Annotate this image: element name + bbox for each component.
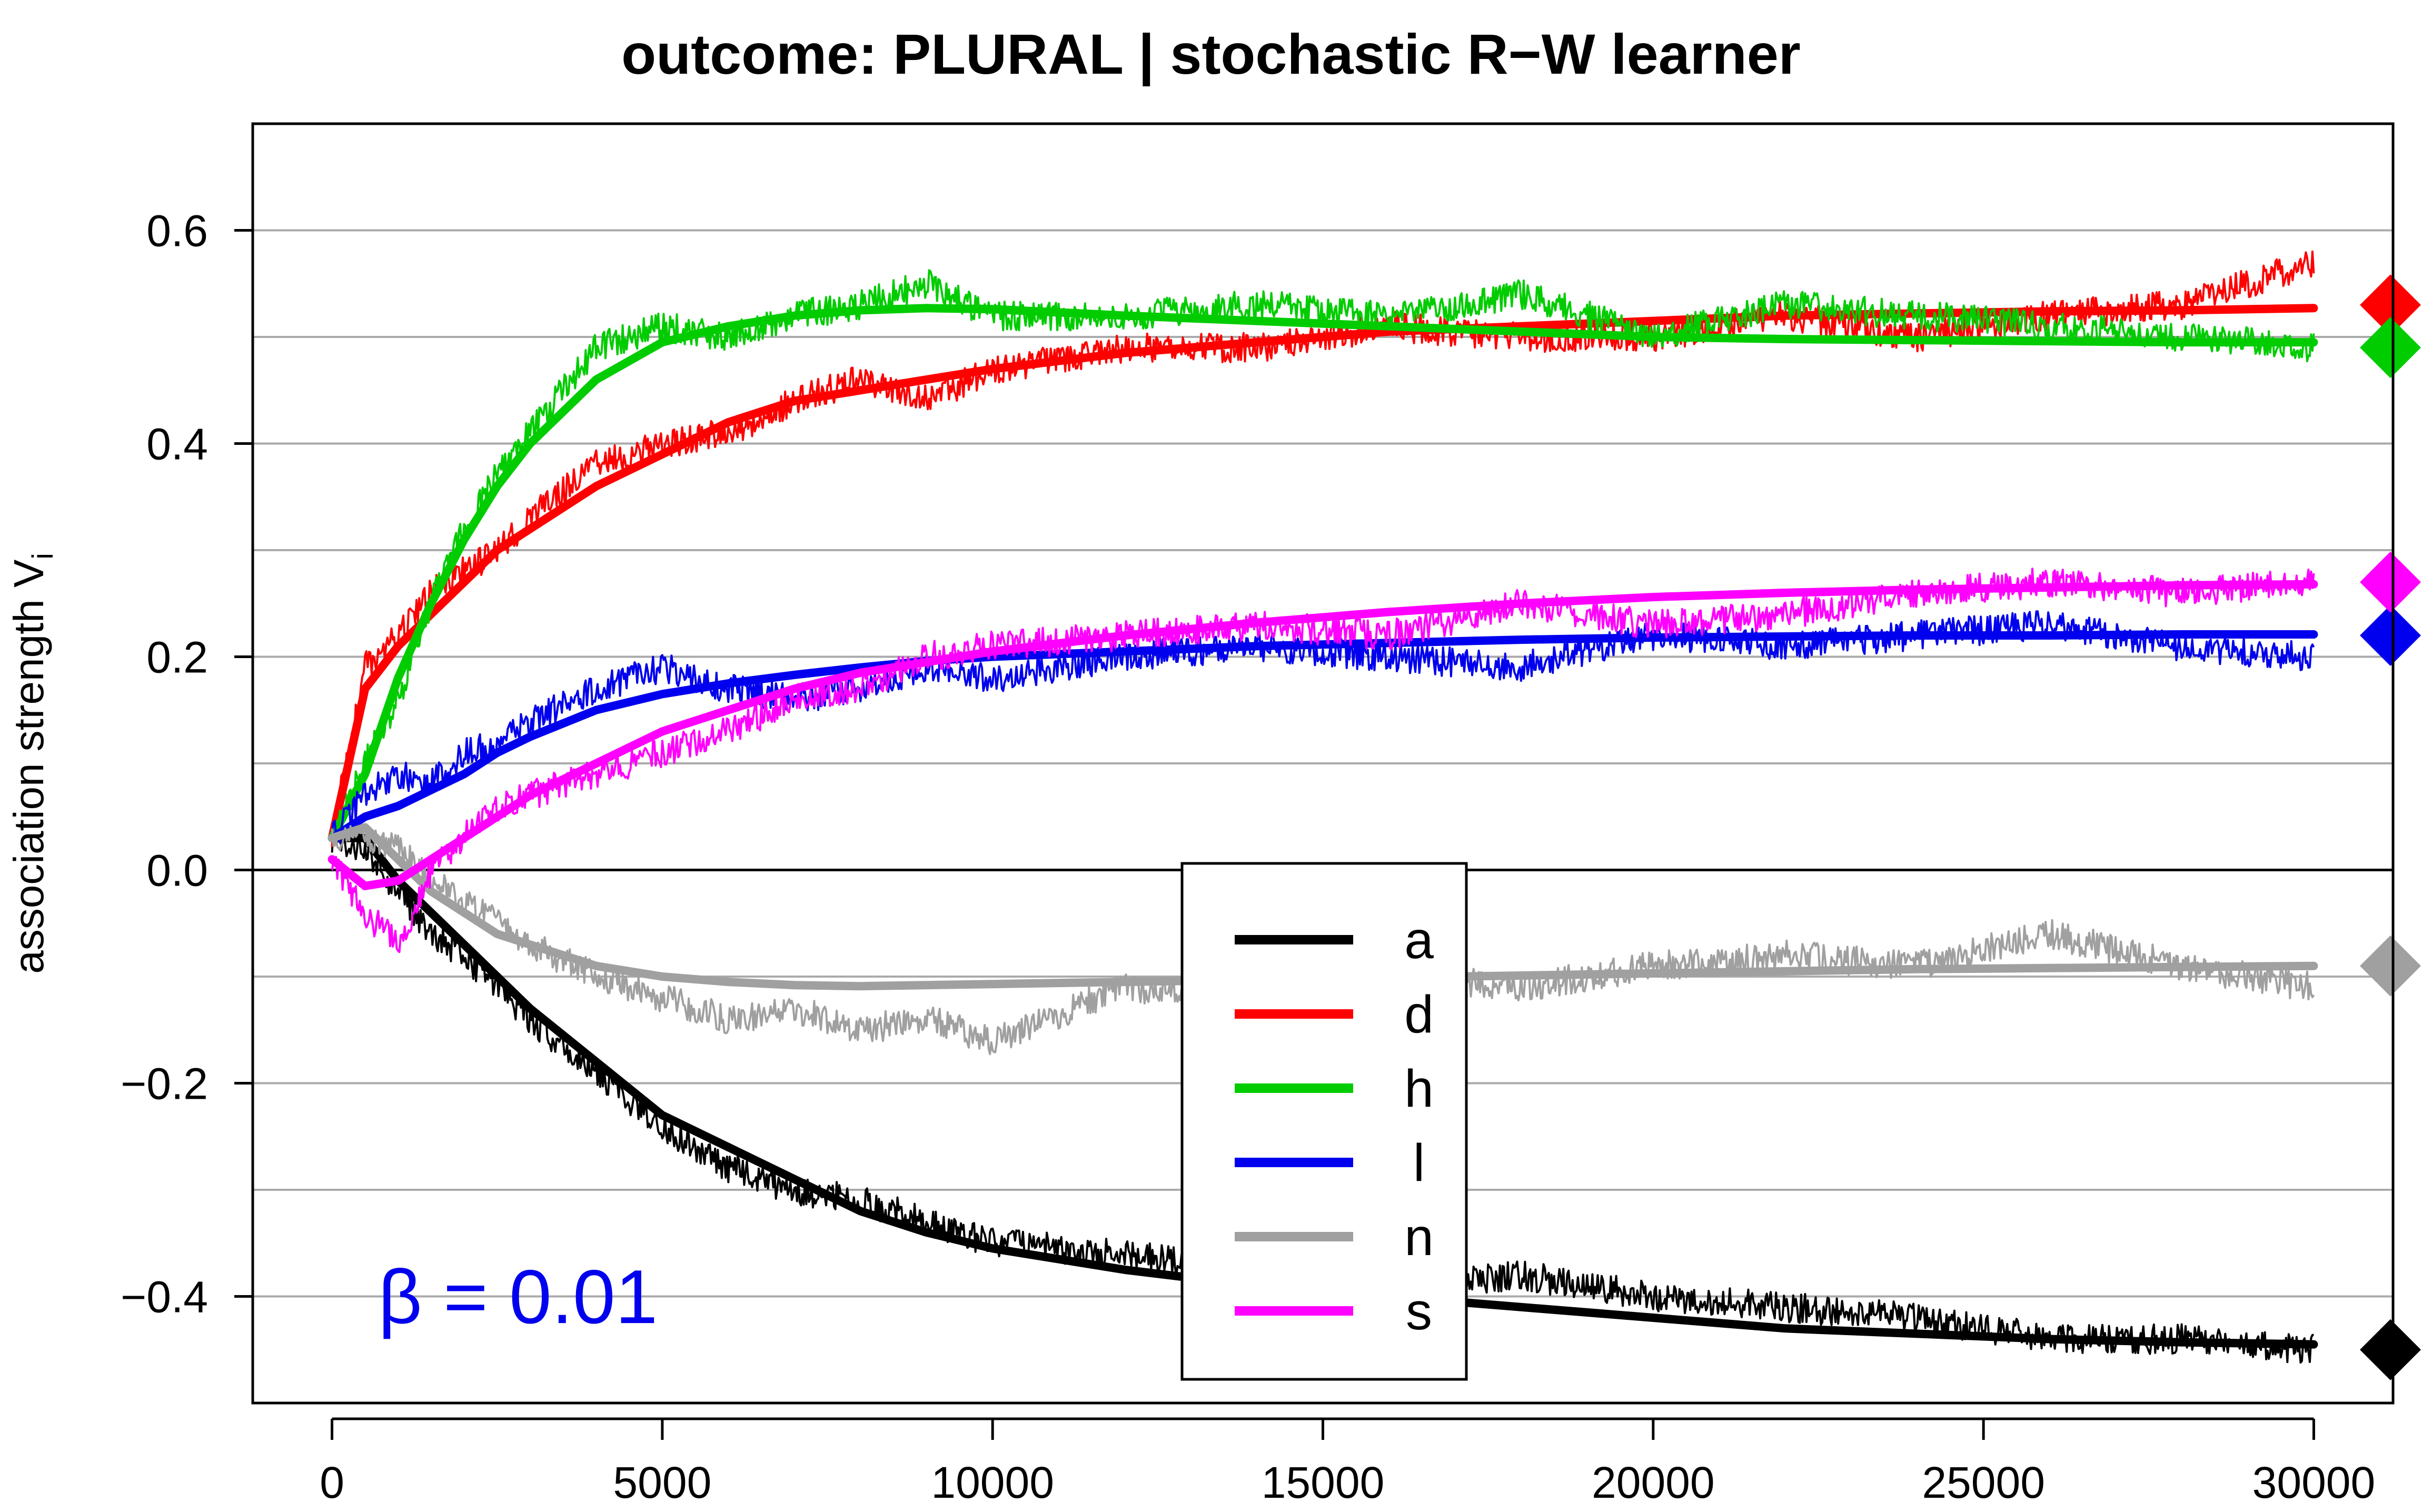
asymptote-marker-d [2360,274,2421,336]
series-a-smooth [327,833,2318,1349]
x-tick-label: 25000 [1922,1458,2045,1507]
series-h [327,269,2318,842]
y-tick-label: −0.2 [121,1059,208,1109]
legend-box [1180,862,1468,1381]
legend-item-d: d [1235,985,1434,1044]
y-tick-label: 0.6 [146,206,208,256]
legend-label: d [1404,985,1434,1044]
series-s-noisy [331,568,2315,953]
series-n-smooth [327,823,2318,991]
legend-label: l [1413,1133,1425,1192]
x-tick-label: 20000 [1592,1458,1715,1507]
legend-label: n [1404,1208,1434,1267]
series-h-noisy [331,269,2315,841]
legend-item-s: s [1235,1282,1432,1341]
y-tick-label: 0.0 [146,846,208,896]
x-tick-label: 30000 [2252,1458,2376,1507]
y-axis-label-main: association strength V [5,559,52,974]
x-axis: 0 5000 10000 15000 20000 25000 30000 [320,1417,2376,1507]
asymptote-marker-s [2360,551,2421,613]
series-s [327,568,2318,953]
legend-item-l: l [1235,1133,1425,1192]
asymptote-marker-n [2360,935,2421,997]
beta-annotation: β = 0.01 [378,1254,658,1339]
legend-label: h [1404,1059,1434,1118]
legend-label: s [1406,1282,1432,1341]
asymptote-marker-a [2360,1319,2421,1380]
y-axis-label: association strength Vi [5,553,59,974]
y-axis: −0.4 −0.2 0.0 0.2 0.4 0.6 [121,206,254,1322]
x-tick-label: 10000 [931,1458,1054,1507]
asymptote-marker-h [2360,317,2421,379]
chart-title: outcome: PLURAL | stochastic R−W learner [621,22,1801,87]
asymptote-marker-l [2360,605,2421,666]
series-s-smooth [327,580,2318,890]
series-l-noisy [331,610,2315,844]
y-tick-label: 0.2 [146,633,208,682]
y-tick-label: 0.4 [146,420,208,469]
asymptote-marker-layer [2360,274,2421,1380]
x-tick-label: 15000 [1262,1458,1385,1507]
x-tick-label: 0 [320,1458,344,1507]
series-l [327,610,2318,844]
legend-label: a [1404,911,1434,970]
legend-item-a: a [1235,911,1434,970]
legend-item-n: n [1235,1208,1434,1267]
legend-item-h: h [1235,1059,1434,1118]
series-layer [327,250,2318,1364]
y-axis-label-subscript: i [26,553,59,559]
x-tick-label: 5000 [613,1458,711,1507]
series-l-smooth [327,630,2318,842]
y-tick-label: −0.4 [121,1272,208,1322]
series-h-smooth [327,304,2318,842]
series-d-smooth [327,304,2318,842]
